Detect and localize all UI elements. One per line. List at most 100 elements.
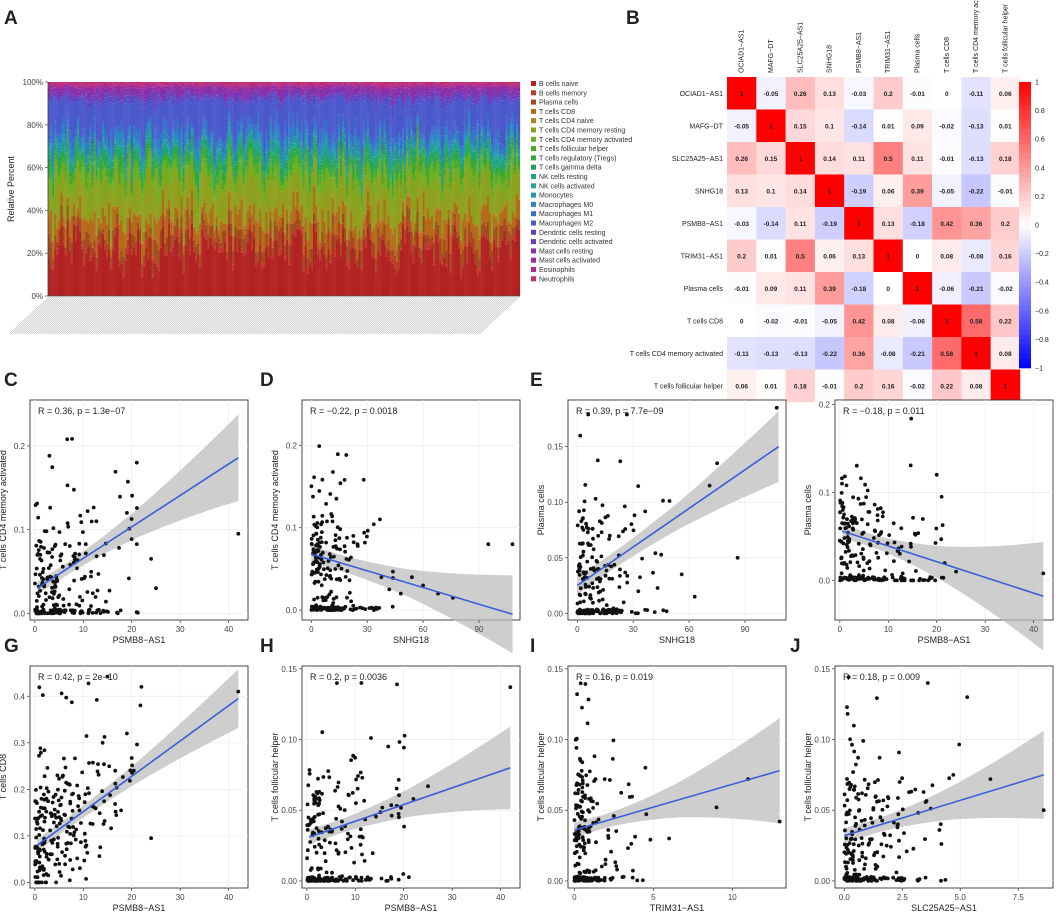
bar-segment: [304, 239, 307, 246]
bar-segment: [499, 92, 502, 98]
bar-segment: [58, 172, 61, 178]
bar-segment: [252, 224, 256, 232]
bar-segment: [275, 111, 278, 125]
bar-segment: [56, 152, 59, 160]
bar-segment: [60, 87, 63, 92]
bar-segment: [449, 131, 452, 146]
bar-segment: [488, 255, 492, 258]
bar-segment: [416, 91, 419, 95]
bar-segment: [205, 163, 208, 173]
bar-segment: [406, 87, 409, 89]
bar-segment: [48, 139, 51, 144]
bar-segment: [306, 85, 309, 87]
bar-segment: [259, 142, 262, 145]
bar-segment: [238, 96, 241, 123]
bar-segment: [515, 130, 519, 133]
bar-segment: [246, 241, 249, 296]
bar-segment: [339, 150, 343, 153]
bar-segment: [155, 221, 158, 224]
bar-segment: [304, 82, 307, 84]
bar-segment: [246, 228, 249, 239]
bar-segment: [271, 85, 274, 89]
bar-segment: [149, 151, 152, 166]
bar-segment: [238, 237, 241, 239]
bar-segment: [507, 87, 510, 91]
bar-segment: [184, 126, 187, 133]
bar-segment: [145, 140, 148, 146]
bar-segment: [277, 249, 281, 256]
bar-segment: [110, 102, 113, 128]
bar-segment: [424, 92, 427, 95]
bar-segment: [194, 185, 198, 199]
bar-segment: [364, 164, 367, 169]
bar-segment: [93, 248, 96, 254]
bar-segment: [124, 95, 127, 97]
bar-segment: [184, 157, 187, 161]
bar-segment: [89, 147, 92, 152]
bar-segment: [197, 102, 200, 138]
bar-segment: [85, 100, 88, 144]
bar-segment: [362, 240, 365, 296]
bar-segment: [466, 96, 469, 100]
bar-segment: [124, 179, 127, 183]
bar-segment: [151, 166, 154, 170]
bar-segment: [370, 172, 374, 178]
bar-segment: [116, 94, 119, 98]
bar-segment: [108, 248, 111, 296]
bar-segment: [178, 82, 181, 84]
bar-segment: [275, 233, 278, 241]
bar-segment: [211, 239, 214, 246]
bar-segment: [83, 264, 86, 296]
bar-segment: [85, 86, 88, 88]
bar-segment: [223, 189, 227, 223]
bar-segment: [48, 196, 51, 215]
bar-segment: [346, 82, 349, 83]
bar-segment: [211, 137, 214, 143]
bar-segment: [108, 154, 111, 160]
bar-segment: [455, 160, 459, 169]
bar-segment: [85, 94, 88, 101]
bar-segment: [395, 159, 399, 165]
bar-segment: [81, 96, 84, 136]
bar-segment: [509, 223, 512, 235]
bar-segment: [178, 179, 181, 183]
bar-segment: [161, 86, 165, 90]
bar-segment: [302, 194, 305, 225]
bar-segment: [114, 95, 117, 126]
bar-segment: [366, 130, 370, 135]
bar-segment: [300, 226, 303, 231]
bar-segment: [215, 243, 218, 296]
bar-segment: [242, 238, 245, 253]
bar-segment: [155, 242, 158, 261]
bar-segment: [445, 168, 448, 220]
bar-segment: [221, 85, 225, 89]
bar-segment: [228, 139, 231, 146]
bar-segment: [507, 170, 510, 180]
bar-segment: [176, 85, 179, 87]
bar-segment: [219, 219, 223, 222]
bar-segment: [337, 82, 341, 85]
bar-segment: [505, 162, 508, 180]
bar-segment: [147, 117, 150, 122]
bar-segment: [360, 101, 363, 154]
bar-segment: [242, 175, 245, 184]
bar-segment: [120, 85, 123, 90]
bar-segment: [143, 106, 146, 149]
bar-segment: [499, 246, 502, 296]
bar-segment: [435, 96, 438, 130]
bar-segment: [356, 82, 359, 84]
bar-segment: [267, 150, 270, 160]
bar-segment: [110, 92, 113, 97]
bar-segment: [76, 130, 80, 134]
bar-segment: [261, 185, 264, 204]
bar-segment: [466, 246, 469, 261]
bar-segment: [201, 98, 204, 127]
bar-segment: [511, 87, 514, 90]
bar-segment: [321, 98, 324, 101]
bar-segment: [505, 95, 508, 99]
bar-segment: [443, 239, 446, 254]
bar-segment: [323, 242, 326, 251]
bar-segment: [223, 172, 227, 175]
bar-segment: [439, 96, 442, 99]
bar-segment: [445, 84, 448, 88]
